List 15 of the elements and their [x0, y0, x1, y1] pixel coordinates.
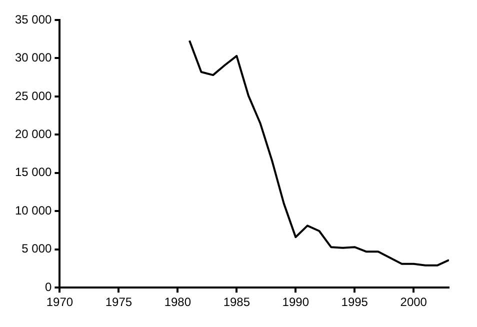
- x-tick-label: 1970: [46, 295, 74, 310]
- y-tick-label: 10 000: [15, 203, 52, 218]
- y-tick-label: 20 000: [15, 127, 52, 141]
- x-tick-label: 2000: [400, 295, 428, 310]
- y-tick-label: 25 000: [15, 88, 52, 103]
- y-tick-label: 5 000: [22, 242, 52, 256]
- y-tick-label: 35 000: [15, 12, 52, 26]
- x-tick-label: 1990: [282, 295, 310, 310]
- x-tick-label: 1975: [105, 295, 132, 310]
- x-tick-label: 1980: [164, 295, 192, 310]
- x-tick-label: 1995: [341, 295, 368, 310]
- y-tick-label: 15 000: [15, 165, 52, 180]
- y-tick-label: 30 000: [15, 50, 52, 65]
- x-tick-label: 1985: [223, 295, 250, 310]
- y-tick-label: 0: [45, 280, 52, 294]
